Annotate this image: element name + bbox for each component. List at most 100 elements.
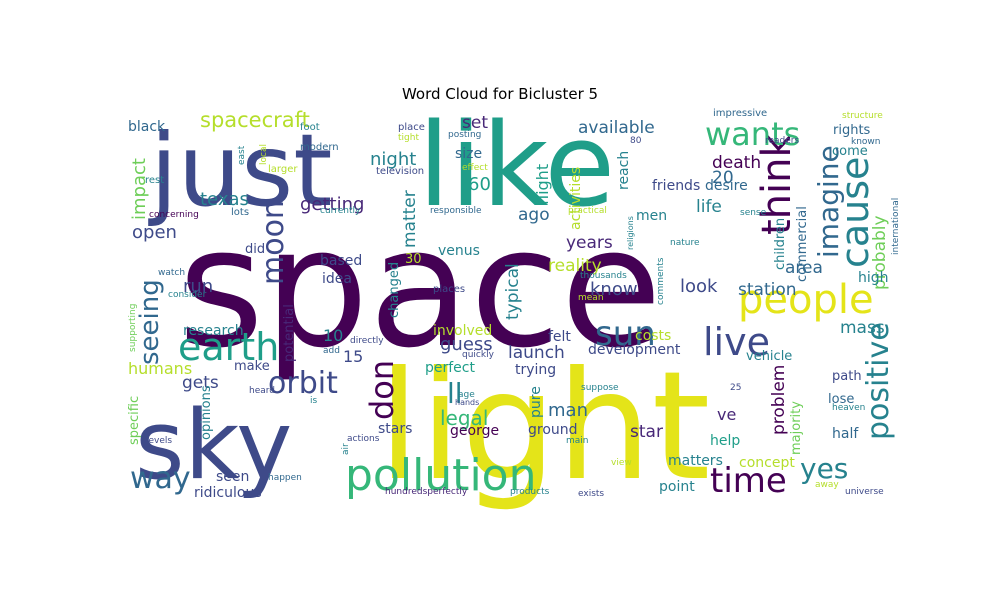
word-launch: launch <box>508 343 565 363</box>
word-vehicle: vehicle <box>746 349 792 364</box>
word-research: research <box>183 323 244 339</box>
word-desire: desire <box>705 178 748 194</box>
word-international: international <box>891 198 901 255</box>
word-lots: lots <box>231 207 249 218</box>
word-comments: comments <box>656 257 666 305</box>
word-mean: mean <box>578 293 604 303</box>
word-ridiculous: ridiculous <box>194 485 262 501</box>
word-ground: ground <box>528 422 578 438</box>
word-pollution: pollution <box>345 450 536 501</box>
word-black: black <box>128 119 166 135</box>
word-set: set <box>462 113 488 133</box>
word-posting: posting <box>448 130 481 140</box>
word-rest: rest <box>145 175 164 186</box>
word-probably: probably <box>870 215 890 290</box>
word-george: george <box>450 423 499 439</box>
word-area: area <box>785 258 823 278</box>
word-hands: hands <box>455 398 479 407</box>
word-run: run <box>183 276 213 297</box>
word-activities: activities <box>568 167 584 230</box>
word-don: don <box>363 360 401 420</box>
word-ve: ve <box>717 405 736 424</box>
word-25: 25 <box>730 383 741 393</box>
word-impressive: impressive <box>713 108 767 119</box>
word-specific: specific <box>127 396 142 445</box>
word-mass: mass <box>840 318 885 338</box>
word-light: light <box>378 340 710 514</box>
word-actions: actions <box>347 434 380 444</box>
word-getting: getting <box>300 194 364 215</box>
word-thousands: thousands <box>580 271 627 281</box>
word-men: men <box>636 208 667 224</box>
word-local: local <box>259 144 269 165</box>
word-levels: levels <box>146 436 172 446</box>
word-flight: flight <box>533 164 552 205</box>
word-heard: heard <box>249 386 275 396</box>
word-concerning: concerning <box>149 210 199 220</box>
word-live: live <box>703 320 770 364</box>
word-typical: typical <box>503 263 523 320</box>
word-potential: potential <box>282 304 297 362</box>
word-development: development <box>588 342 681 358</box>
figure-title: Word Cloud for Bicluster 5 <box>401 85 599 103</box>
word-consider: consider <box>168 290 207 300</box>
word-way: way <box>130 461 191 496</box>
word-directly: directly <box>350 336 384 346</box>
word-texas: texas <box>200 189 249 210</box>
word-matter: matter <box>400 190 420 248</box>
word-yes: yes <box>800 452 848 485</box>
word-heaven: heaven <box>832 403 865 413</box>
word-half: half <box>832 426 859 442</box>
word-reality: reality <box>548 256 602 276</box>
word-star: star <box>630 422 663 442</box>
word-idea: idea <box>322 271 352 287</box>
word-look: look <box>680 276 718 297</box>
word-trying: trying <box>515 362 556 378</box>
word-based: based <box>320 253 362 269</box>
word-perfect: perfect <box>425 360 475 376</box>
word-just: just <box>148 112 332 229</box>
word-15: 15 <box>343 347 363 366</box>
word-nature: nature <box>670 238 700 248</box>
word-venus: venus <box>438 243 480 259</box>
word-problem: problem <box>769 365 789 435</box>
word-sense: sense <box>740 208 767 218</box>
word-view: view <box>611 458 632 468</box>
word-think: think <box>754 134 800 236</box>
word-positive: positive <box>861 322 896 440</box>
word-man: man <box>548 400 588 421</box>
word-make: make <box>234 359 270 374</box>
word-air: air <box>341 443 351 455</box>
word-30: 30 <box>405 252 422 267</box>
word-suppose: suppose <box>581 383 619 393</box>
word-majority: majority <box>789 401 804 455</box>
word-universe: universe <box>845 487 884 497</box>
word-supporting: supporting <box>128 304 138 352</box>
word-life: life <box>696 197 722 217</box>
word-sky: sky <box>135 391 292 501</box>
word-responsible: responsible <box>430 206 482 216</box>
word-opinions: opinions <box>199 385 214 440</box>
word-television: television <box>376 166 424 177</box>
word-years: years <box>566 233 613 253</box>
word-friends: friends <box>652 178 700 194</box>
word-exists: exists <box>578 489 604 499</box>
word-station: station <box>738 280 797 300</box>
word-orbit: orbit <box>268 366 338 401</box>
word-children: children <box>773 218 788 270</box>
word-night: night <box>370 149 416 170</box>
word-away: away <box>815 480 839 490</box>
word-happen: happen <box>268 473 302 483</box>
word-main: main <box>566 436 589 446</box>
word-is: is <box>310 396 318 406</box>
word-high: high <box>858 270 889 286</box>
word-foot: foot <box>300 122 320 133</box>
word-impact: impact <box>129 158 150 220</box>
word-cause: cause <box>833 157 877 268</box>
word-quickly: quickly <box>462 350 495 360</box>
word-structure: structure <box>842 111 883 121</box>
word-size: size <box>455 146 482 162</box>
word-path: path <box>832 369 862 384</box>
word-add: add <box>323 346 340 356</box>
